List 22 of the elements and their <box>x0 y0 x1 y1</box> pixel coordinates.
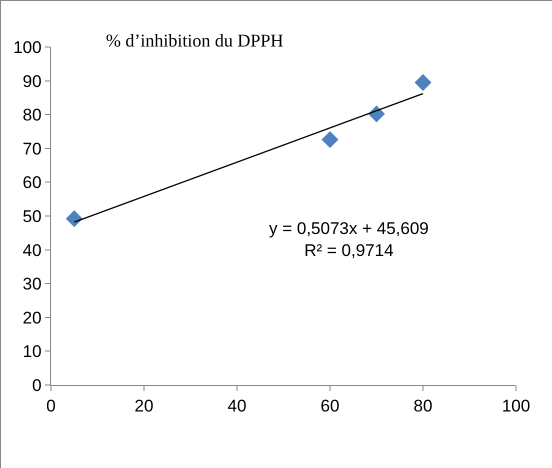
point <box>414 74 432 91</box>
y-tick-label: 20 <box>22 308 42 328</box>
y-tick-label: 100 <box>13 38 42 57</box>
x-tick-label: 0 <box>46 396 56 416</box>
y-tick-label: 90 <box>22 72 42 91</box>
y-tick-label: 40 <box>22 240 42 260</box>
chart-title: % d’inhibition du DPPH <box>106 30 284 50</box>
x-tick-label: 20 <box>134 396 154 416</box>
y-tick-label: 50 <box>22 206 42 226</box>
point <box>66 210 83 228</box>
y-tick-label: 10 <box>22 342 42 362</box>
y-tick-label: 80 <box>22 106 42 125</box>
annotation: y = 0,5073x + 45,609 R² = 0,9714 <box>269 219 429 260</box>
x-tick-label: 60 <box>320 396 340 416</box>
y-tick-label: 60 <box>22 173 42 192</box>
y-tick-label: 30 <box>22 274 42 294</box>
x-tick-label: 80 <box>414 396 432 416</box>
x-tick-label: 40 <box>228 396 246 416</box>
y-tick-label: 0 <box>32 376 42 395</box>
x-tick-label: 100 <box>502 396 530 416</box>
point <box>322 131 338 148</box>
y-tick-label: 70 <box>22 139 42 158</box>
